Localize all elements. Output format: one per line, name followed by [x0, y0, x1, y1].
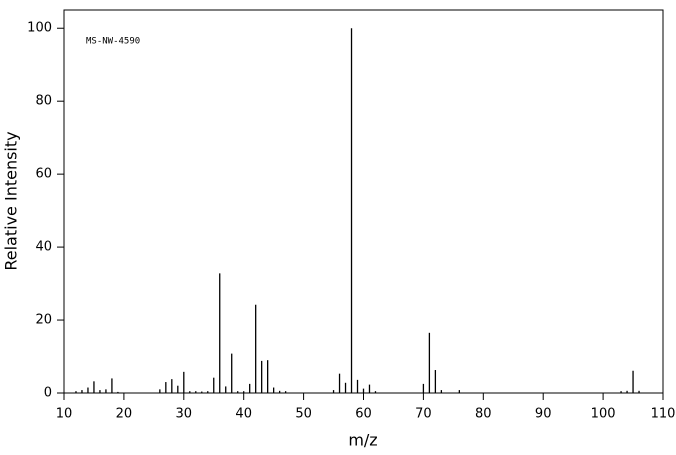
x-tick-label: 20	[116, 407, 133, 422]
y-tick-label: 80	[35, 94, 52, 109]
x-axis-title: m/z	[348, 431, 377, 450]
x-tick-label: 110	[651, 407, 676, 422]
x-tick-label: 50	[295, 407, 312, 422]
x-tick-label: 40	[235, 407, 252, 422]
x-tick-label: 30	[176, 407, 193, 422]
x-tick-label: 80	[475, 407, 492, 422]
x-tick-label: 10	[56, 407, 73, 422]
y-axis-title: Relative Intensity	[2, 131, 21, 270]
y-tick-label: 40	[35, 240, 52, 255]
x-tick-label: 70	[415, 407, 432, 422]
y-tick-label: 60	[35, 167, 52, 182]
y-tick-label: 0	[44, 386, 52, 401]
annotation: MS-NW-4590	[86, 37, 140, 47]
x-tick-label: 100	[591, 407, 616, 422]
y-tick-label: 100	[27, 21, 52, 36]
plot-frame	[63, 9, 664, 394]
x-tick-label: 60	[355, 407, 372, 422]
x-tick-label: 90	[535, 407, 552, 422]
y-tick-label: 20	[35, 313, 52, 328]
